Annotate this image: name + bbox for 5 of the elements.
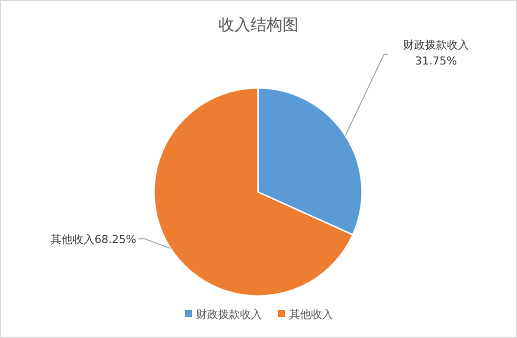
data-label: 财政拨款收入 31.75% <box>403 38 469 68</box>
data-label: 其他收入68.25% <box>50 232 136 246</box>
chart-title: 收入结构图 <box>218 15 298 34</box>
legend-label: 财政拨款收入 <box>196 308 262 321</box>
legend-label: 其他收入 <box>289 308 333 321</box>
